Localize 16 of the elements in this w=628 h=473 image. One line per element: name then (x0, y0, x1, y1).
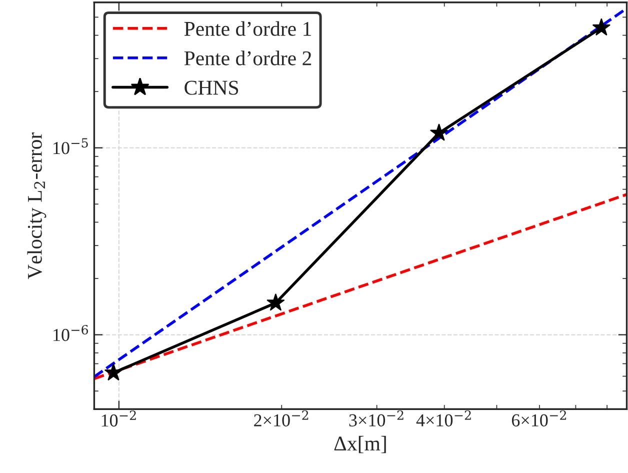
x-tick-label: 10$^{−2}$ (102, 410, 136, 427)
y-axis-title: Velocity L$_{2}$-error (27, 132, 46, 280)
x-tick-label: 6×10$^{−2}$ (512, 410, 566, 426)
x-tick-label: 2×10$^{−2}$ (254, 410, 308, 426)
point (592, 18, 611, 36)
point (266, 293, 285, 311)
x-axis-title: Δx[m] (334, 436, 386, 454)
point (104, 363, 123, 381)
x-tick-label: 3×10$^{−2}$ (349, 410, 404, 426)
legend-label: CHNS (184, 80, 238, 95)
point (430, 123, 448, 141)
legend-label: Pente d’ordre 2 (184, 50, 312, 66)
y-tick-label: 10$^{−6}$ (54, 324, 88, 342)
legend-label: Pente d’ordre 1 (184, 21, 311, 36)
x-tick-label: 4×10$^{−2}$ (416, 410, 471, 426)
y-tick-label: 10$^{−5}$ (54, 138, 88, 154)
